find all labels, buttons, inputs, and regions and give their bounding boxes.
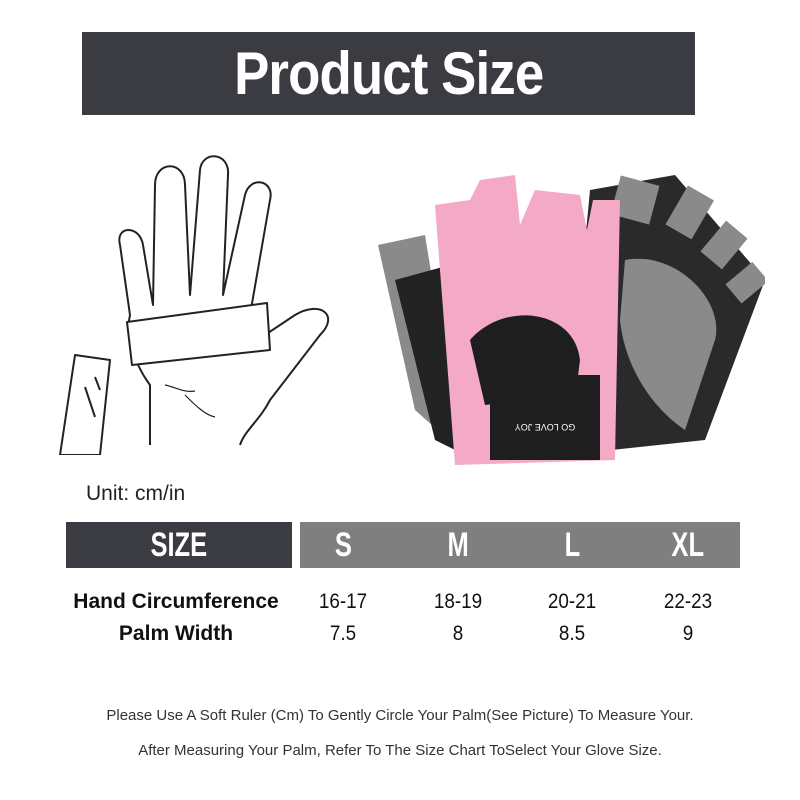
- unit-label: Unit: cm/in: [86, 482, 186, 505]
- size-s: S: [334, 525, 352, 564]
- page-title: Product Size: [233, 40, 544, 107]
- cell-xl: 22-23: [663, 590, 713, 613]
- table-row-hand-circumference: Hand Circumference 16-17 18-19 20-21 22-…: [0, 590, 800, 620]
- row-label: Hand Circumference: [73, 590, 279, 613]
- size-header-label: SIZE: [150, 525, 208, 564]
- brand-logo-text: GO LOVE JOY: [515, 422, 576, 432]
- size-xl: XL: [671, 525, 705, 564]
- size-l: L: [564, 525, 580, 564]
- title-banner: Product Size: [82, 32, 695, 115]
- size-m: M: [447, 525, 469, 564]
- size-header-cell: SIZE: [66, 522, 292, 568]
- cell-l: 8.5: [558, 622, 586, 645]
- instruction-line-1: Please Use A Soft Ruler (Cm) To Gently C…: [106, 707, 694, 724]
- table-row-palm-width: Palm Width 7.5 8 8.5 9: [0, 622, 800, 652]
- cell-l: 20-21: [547, 590, 597, 613]
- row-label: Palm Width: [118, 622, 234, 645]
- cell-s: 16-17: [318, 590, 368, 613]
- cell-m: 8: [452, 622, 464, 645]
- cell-s: 7.5: [329, 622, 357, 645]
- glove-product-image: GO LOVE JOY: [378, 175, 765, 465]
- instruction-line-2: After Measuring Your Palm, Refer To The …: [138, 742, 662, 759]
- cell-xl: 9: [682, 622, 694, 645]
- size-columns-header: S M L XL: [300, 522, 740, 568]
- hand-measuring-illustration: [59, 155, 330, 455]
- cell-m: 18-19: [433, 590, 483, 613]
